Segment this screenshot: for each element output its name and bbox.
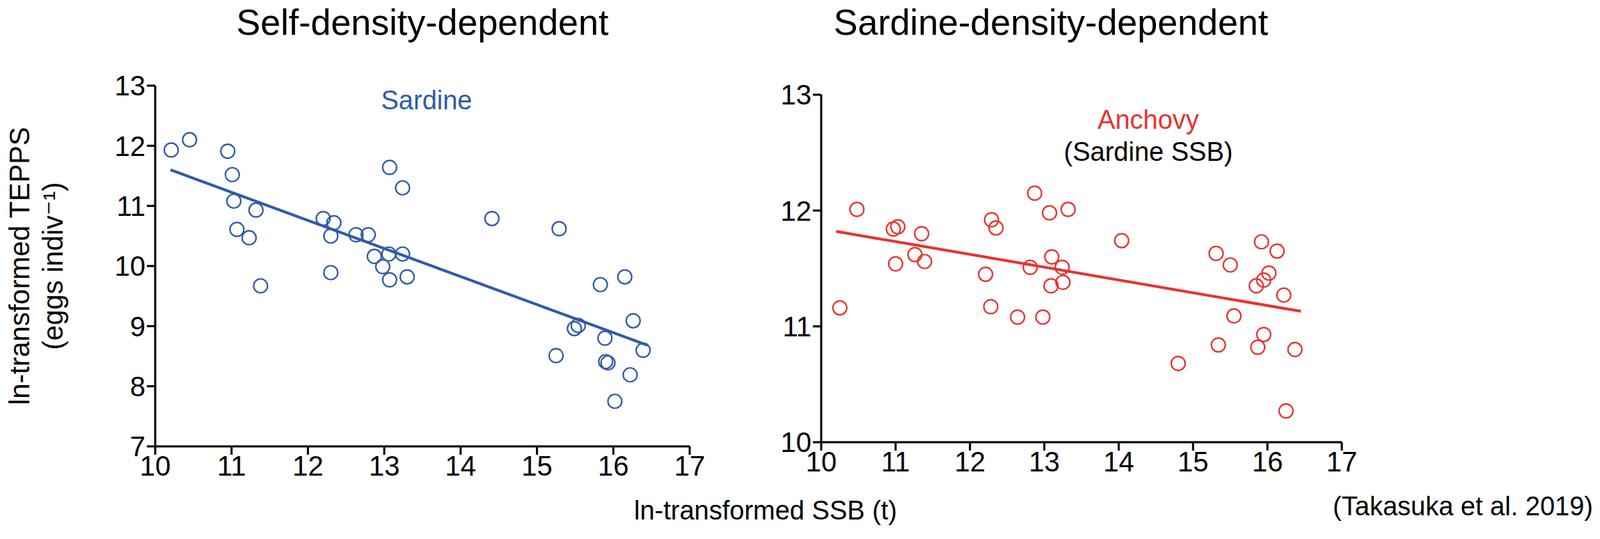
svg-text:13: 13 [780,79,813,110]
svg-text:15: 15 [1177,446,1209,477]
svg-text:10: 10 [780,426,813,458]
svg-text:11: 11 [881,446,911,477]
svg-text:8: 8 [130,370,146,402]
html-text:Sardine-density-dependent: Sardine-density-dependent [833,2,1269,43]
html-text:(Sardine SSB): (Sardine SSB) [1063,136,1233,167]
svg-text:17: 17 [674,450,706,481]
svg-text:13: 13 [1028,446,1060,477]
svg-text:12: 12 [780,195,813,227]
html-text:Sardine: Sardine [381,85,473,115]
svg-text:12: 12 [114,130,147,162]
svg-text:10: 10 [114,250,147,282]
svg-text:11: 11 [116,190,146,222]
svg-text:13: 13 [368,450,401,481]
svg-text:17: 17 [1326,446,1358,477]
svg-text:11: 11 [782,311,812,342]
html-text:ln-transformed SSB (t): ln-transformed SSB (t) [634,495,898,525]
svg-text:14: 14 [1103,446,1135,477]
svg-text:10: 10 [139,450,171,482]
html-text:Anchovy: Anchovy [1097,105,1200,135]
svg-text:15: 15 [521,450,553,481]
html-text:ln-transformed TEPPS: ln-transformed TEPPS [4,126,35,405]
html-text:(Takasuka et al. 2019): (Takasuka et al. 2019) [1332,491,1594,521]
svg-text:16: 16 [597,450,630,481]
svg-text:10: 10 [805,446,837,478]
svg-text:14: 14 [445,450,477,481]
svg-text:12: 12 [954,446,986,477]
svg-text:16: 16 [1252,446,1284,477]
svg-text:7: 7 [130,430,146,462]
html-text:Self-density-dependent: Self-density-dependent [236,2,609,43]
svg-text:11: 11 [217,450,247,481]
svg-text:12: 12 [292,450,324,481]
html-text:(eggs indiv⁻¹): (eggs indiv⁻¹) [37,181,69,350]
svg-text:13: 13 [114,70,147,101]
svg-text:9: 9 [130,311,146,342]
